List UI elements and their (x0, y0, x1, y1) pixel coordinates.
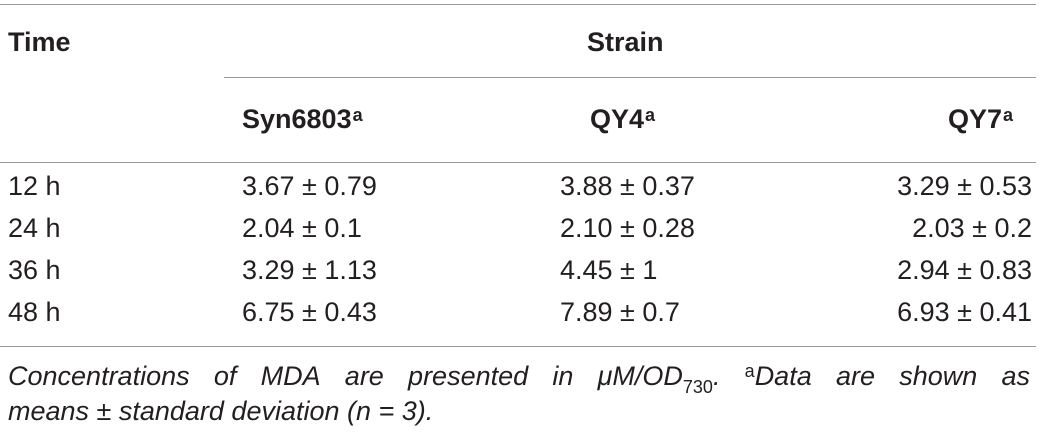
strain-underline-rule (224, 77, 1036, 78)
table-footnote: Concentrations of MDA are presented in μ… (8, 360, 1030, 427)
footnote-word: presented (408, 361, 529, 391)
table-row: 24 h 2.04 ± 0.1 2.10 ± 0.28 2.03 ± 0.2 (0, 212, 1040, 254)
footnote-word: Concentrations (8, 361, 190, 391)
footnote-sup-marker: a (744, 361, 755, 381)
header-syn6803-label: Syn6803 (242, 104, 352, 134)
header-bottom-rule (0, 162, 1036, 163)
footnote-unit-subscript: 730 (682, 377, 713, 397)
footnote-word: are (344, 361, 384, 391)
cell-qy4: 2.10 ± 0.28 (560, 213, 695, 243)
header-qy7-sup: a (1002, 105, 1013, 125)
footnote-word: are (835, 361, 875, 391)
footnote-data-word: aData (745, 360, 812, 395)
cell-syn6803: 3.29 ± 1.13 (242, 255, 377, 285)
table-row: 12 h 3.67 ± 0.79 3.88 ± 0.37 3.29 ± 0.53 (0, 170, 1040, 212)
cell-time: 12 h (8, 171, 61, 201)
cell-time: 24 h (8, 213, 61, 243)
header-qy7: QY7a (948, 103, 1013, 135)
footnote-word: as (1001, 361, 1030, 391)
footnote-word: shown (899, 361, 978, 391)
table-top-rule (0, 4, 1036, 5)
footnote-word: of (213, 361, 237, 391)
cell-qy4: 3.88 ± 0.37 (560, 171, 695, 201)
header-qy7-label: QY7 (947, 104, 1002, 134)
cell-qy4: 7.89 ± 0.7 (560, 297, 680, 327)
footnote-line-2: means ± standard deviation (n = 3). (8, 396, 434, 426)
cell-qy7: 3.29 ± 0.53 (897, 171, 1032, 201)
table-row: 36 h 3.29 ± 1.13 4.45 ± 1 2.94 ± 0.83 (0, 254, 1040, 296)
footnote-word: Data (754, 361, 812, 391)
footnote-unit-main: μM/OD (597, 361, 683, 391)
footnote-word: in (552, 361, 574, 391)
cell-syn6803: 2.04 ± 0.1 (242, 213, 362, 243)
cell-time: 36 h (8, 255, 61, 285)
cell-syn6803: 6.75 ± 0.43 (242, 297, 377, 327)
header-time: Time (8, 27, 71, 57)
cell-qy7: 6.93 ± 0.41 (897, 297, 1032, 327)
cell-qy4: 4.45 ± 1 (560, 255, 658, 285)
table-bottom-rule (0, 346, 1036, 347)
cell-syn6803: 3.67 ± 0.79 (242, 171, 377, 201)
cell-time: 48 h (8, 297, 61, 327)
header-strain: Strain (587, 27, 664, 57)
header-qy4-label: QY4 (590, 104, 645, 134)
footnote-line-1: Concentrations of MDA are presented in μ… (8, 360, 1030, 397)
cell-qy7: 2.94 ± 0.83 (897, 255, 1032, 285)
header-qy4: QY4a (590, 103, 655, 135)
cell-qy7: 2.03 ± 0.2 (912, 213, 1032, 243)
footnote-unit: μM/OD730. (597, 361, 721, 397)
header-qy4-sup: a (645, 105, 656, 125)
table-row: 48 h 6.75 ± 0.43 7.89 ± 0.7 6.93 ± 0.41 (0, 296, 1040, 338)
footnote-word: MDA (260, 361, 321, 391)
header-syn6803-sup: a (352, 105, 363, 125)
header-syn6803: Syn6803a (242, 103, 363, 135)
